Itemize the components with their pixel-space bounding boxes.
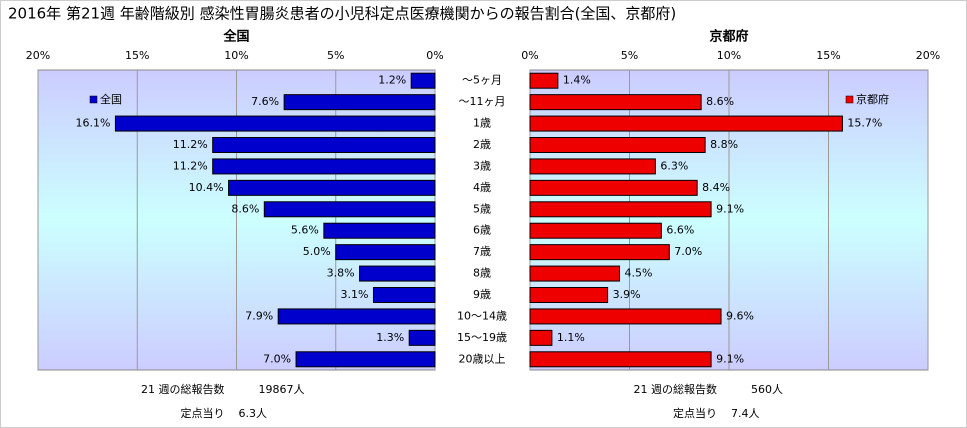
bar [529, 201, 712, 218]
value-label: 1.4% [563, 74, 591, 87]
bar [408, 329, 436, 346]
bar [359, 265, 436, 282]
category-label: 4歳 [473, 181, 491, 194]
bar [529, 287, 609, 303]
x-tick-label: 5% [621, 49, 638, 62]
x-tick-label: 10% [717, 49, 741, 62]
bar [529, 179, 698, 196]
category-label: 3歳 [473, 159, 491, 172]
value-label: 6.3% [660, 159, 688, 172]
value-label: 7.0% [674, 245, 702, 258]
category-label: 2歳 [473, 138, 491, 151]
value-label: 3.1% [341, 288, 369, 301]
legend-label: 全国 [100, 92, 122, 106]
legend-swatch [89, 95, 98, 104]
bar [529, 329, 553, 346]
category-label: 5歳 [473, 202, 491, 215]
note-value: 19867人 [259, 383, 305, 396]
bar [529, 351, 712, 368]
category-label: ～5ヶ月 [462, 74, 502, 87]
category-label: 8歳 [473, 267, 491, 280]
value-label: 8.8% [710, 138, 738, 151]
value-label: 7.9% [245, 309, 273, 322]
bar [410, 72, 436, 89]
value-label: 10.4% [189, 181, 224, 194]
value-label: 6.6% [666, 224, 694, 237]
note-value: 6.3人 [239, 407, 268, 420]
category-label: 10～14歳 [457, 309, 507, 322]
value-label: 11.2% [173, 159, 208, 172]
value-label: 8.6% [231, 202, 259, 215]
bar [263, 201, 436, 218]
value-label: 11.2% [173, 138, 208, 151]
x-tick-label: 5% [327, 49, 344, 62]
bar [277, 308, 436, 325]
value-label: 9.1% [716, 202, 744, 215]
value-label: 16.1% [75, 117, 110, 130]
category-label: 20歳以上 [459, 352, 506, 365]
note-label: 21 週の総報告数 [634, 382, 718, 396]
value-label: 8.4% [702, 181, 730, 194]
category-label: 9歳 [473, 288, 491, 301]
bar [212, 137, 436, 153]
bar [529, 94, 702, 111]
value-label: 8.6% [706, 95, 734, 108]
x-tick-label: 15% [816, 49, 840, 62]
bar [529, 222, 662, 239]
value-label: 1.1% [557, 331, 585, 344]
x-tick-label: 0% [521, 49, 538, 62]
note-label: 定点当り [673, 406, 717, 420]
bar [228, 179, 436, 196]
value-label: 7.0% [263, 352, 291, 365]
panel-title: 京都府 [709, 29, 748, 45]
value-label: 4.5% [625, 267, 653, 280]
bar [529, 244, 670, 261]
value-label: 1.3% [376, 331, 404, 344]
chart-title: 2016年 第21週 年齢階級別 感染性胃腸炎患者の小児科定点医療機関からの報告… [8, 5, 676, 23]
category-label: ～11ヶ月 [459, 95, 506, 108]
x-tick-label: 15% [125, 49, 149, 62]
x-tick-label: 20% [26, 49, 50, 62]
note-label: 21 週の総報告数 [141, 382, 225, 396]
value-label: 7.6% [251, 95, 279, 108]
bar [529, 137, 706, 153]
value-label: 3.9% [613, 288, 641, 301]
x-tick-label: 0% [426, 49, 443, 62]
value-label: 15.7% [847, 117, 882, 130]
bar [212, 158, 436, 175]
legend-label: 京都府 [856, 92, 889, 106]
value-label: 1.2% [378, 74, 406, 87]
bar [529, 265, 621, 282]
note-value: 560人 [751, 383, 783, 396]
bar [335, 244, 436, 261]
value-label: 5.0% [303, 245, 331, 258]
x-tick-label: 20% [916, 49, 940, 62]
category-label: 7歳 [473, 245, 491, 258]
value-label: 5.6% [291, 224, 319, 237]
bar [529, 158, 656, 175]
bar [323, 222, 436, 239]
note-value: 7.4人 [731, 407, 760, 420]
category-label: 1歳 [473, 117, 491, 130]
bar [295, 351, 436, 368]
category-label: 6歳 [473, 224, 491, 237]
bar [529, 72, 559, 89]
value-label: 9.1% [716, 352, 744, 365]
bar [529, 115, 843, 132]
x-tick-label: 10% [224, 49, 248, 62]
legend-swatch [845, 95, 854, 104]
value-label: 9.6% [726, 309, 754, 322]
value-label: 3.8% [327, 267, 355, 280]
note-label: 定点当り [181, 406, 225, 420]
bar [372, 287, 436, 303]
category-label: 15～19歳 [457, 331, 507, 344]
panel-title: 全国 [222, 29, 249, 45]
bar [283, 94, 436, 111]
bar [529, 308, 722, 325]
bar [114, 115, 436, 132]
